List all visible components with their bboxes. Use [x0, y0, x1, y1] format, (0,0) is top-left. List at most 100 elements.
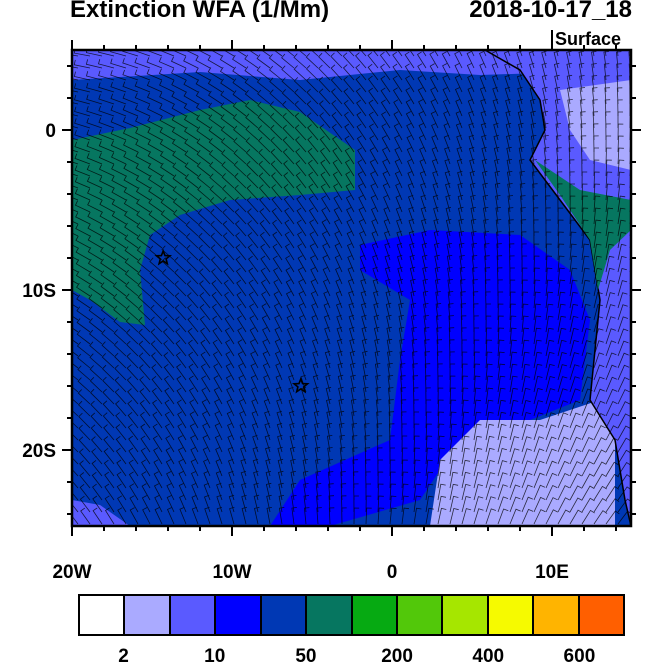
wind-barb	[225, 375, 235, 393]
wind-barb	[604, 87, 610, 105]
wind-barb	[124, 234, 139, 249]
wind-barb	[173, 233, 187, 249]
wind-barb	[412, 387, 419, 405]
wind-barb	[364, 423, 370, 441]
wind-barb	[311, 338, 319, 357]
wind-barb	[485, 375, 493, 393]
wind-barb	[138, 316, 151, 333]
wind-barb	[509, 508, 521, 525]
wind-barb	[408, 230, 415, 249]
wind-barb	[134, 104, 151, 117]
wind-barb	[171, 91, 187, 105]
wind-barb	[449, 351, 455, 369]
wind-barb	[173, 221, 187, 237]
wind-barb	[508, 243, 515, 261]
wind-barb	[449, 411, 457, 429]
wind-barb	[123, 175, 139, 189]
wind-barb	[521, 363, 530, 381]
wind-barb	[220, 102, 235, 117]
wind-barb	[101, 329, 115, 345]
wind-barb	[136, 222, 151, 237]
wind-barb	[72, 291, 79, 297]
wind-barb	[151, 375, 163, 393]
wind-barb	[407, 158, 415, 177]
wind-barb	[603, 51, 609, 69]
wind-barb	[301, 410, 307, 429]
wind-barb	[294, 112, 307, 129]
wind-barb	[355, 87, 367, 105]
wind-barb	[283, 160, 295, 177]
wind-barb	[581, 485, 595, 501]
wind-barb	[163, 363, 175, 381]
wind-barb	[112, 258, 127, 273]
wind-barb	[591, 87, 598, 105]
wind-barb	[294, 124, 307, 141]
wind-barb	[437, 423, 445, 441]
map-frame	[70, 48, 633, 528]
wind-barb	[581, 255, 590, 273]
wind-barb	[593, 352, 605, 369]
wind-barb	[491, 50, 499, 69]
wind-barb	[98, 152, 115, 165]
wind-barb	[479, 62, 487, 81]
wind-barb	[183, 103, 199, 117]
wind-barb	[153, 483, 163, 501]
wind-barb	[191, 506, 199, 525]
wind-barb	[291, 507, 297, 525]
wind-barb	[410, 278, 416, 297]
wind-barb	[516, 62, 523, 81]
wind-barb	[238, 375, 247, 393]
wind-barb	[362, 374, 369, 393]
wind-barb	[545, 400, 556, 417]
wind-barb	[431, 146, 439, 165]
wind-barb	[425, 495, 434, 513]
wind-barb	[221, 185, 235, 201]
wind-barb	[164, 387, 175, 405]
wind-barb	[337, 350, 343, 369]
wind-barb	[479, 86, 487, 105]
wind-barb	[509, 436, 520, 453]
wind-barb	[113, 341, 127, 357]
wind-barb	[568, 135, 574, 153]
wind-barb	[605, 400, 618, 417]
wind-barb	[147, 127, 163, 141]
wind-barb	[76, 294, 91, 309]
wind-barb	[421, 254, 428, 273]
wind-barb	[298, 279, 307, 297]
wind-barb	[225, 363, 235, 381]
wind-barb	[210, 232, 223, 249]
wind-barb	[581, 279, 590, 297]
wind-barb	[557, 436, 569, 453]
wind-barb	[240, 446, 247, 465]
wind-barb	[593, 316, 604, 333]
wind-barb	[485, 303, 491, 321]
wind-barb	[319, 112, 331, 129]
wind-barb	[401, 483, 409, 501]
wind-barb	[370, 183, 379, 201]
wind-barb	[483, 231, 490, 249]
wind-barb	[170, 56, 187, 69]
wind-barb	[91, 436, 103, 453]
wind-barb	[321, 207, 331, 225]
wind-barb	[326, 435, 333, 453]
wind-barb	[485, 327, 492, 345]
wind-barb	[208, 114, 223, 129]
wind-barb	[545, 497, 558, 513]
wind-barb	[533, 327, 542, 345]
wind-barb	[212, 315, 223, 333]
wind-barb	[183, 115, 199, 129]
wind-barb	[518, 122, 524, 141]
wind-barb	[154, 495, 163, 513]
wind-barb	[146, 92, 163, 105]
wind-barb	[308, 183, 319, 201]
wind-barb	[104, 495, 115, 513]
wind-barb	[604, 75, 610, 93]
wind-barb	[605, 292, 616, 309]
wind-barb	[196, 138, 211, 153]
wind-barb	[485, 508, 497, 525]
wind-barb	[210, 50, 223, 57]
wind-barb	[273, 267, 283, 285]
wind-barb	[122, 116, 139, 129]
wind-barb	[335, 266, 343, 285]
wind-barb	[252, 446, 259, 465]
